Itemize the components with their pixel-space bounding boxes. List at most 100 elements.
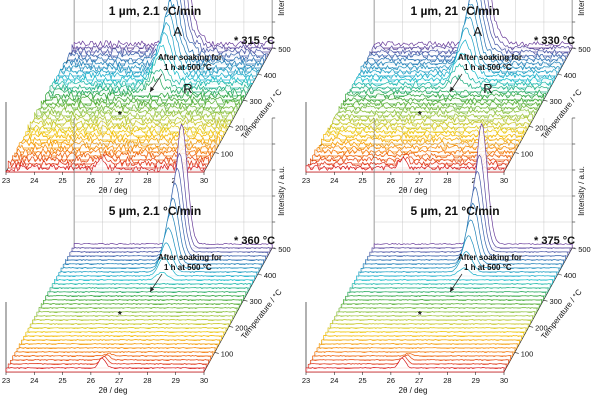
scan-line: [351, 63, 551, 89]
scan-lines: [5, 123, 273, 373]
scan-line: [16, 347, 216, 353]
z-tick-label: 300: [249, 297, 262, 306]
onset-marker-label: * 330 °C: [534, 35, 575, 47]
x-tick-label: 26: [387, 376, 395, 385]
annotation-line-1: After soaking for: [158, 53, 222, 62]
x-tick-label: 28: [143, 176, 151, 185]
scan-line: [32, 319, 231, 325]
scan-line: [349, 287, 549, 293]
x-tick-label: 30: [500, 176, 508, 185]
annotation-line-2: 1 h at 500 °C: [164, 63, 212, 72]
scan-line: [351, 283, 551, 289]
x-tick-label: 24: [30, 176, 38, 185]
x-tick-label: 28: [143, 376, 151, 385]
scan-line: [5, 357, 205, 373]
scan-line: [305, 357, 505, 373]
z-tick-label: 400: [264, 271, 277, 280]
annotation-line-1: After soaking for: [458, 253, 522, 262]
scan-line: [327, 327, 527, 333]
scan-line: [38, 104, 238, 113]
scan-line: [312, 353, 511, 361]
z-tick: [572, 47, 577, 50]
scan-line: [305, 156, 505, 173]
y-axis-label: Intensity / a.u.: [277, 166, 286, 216]
scan-line: [336, 311, 536, 317]
z-tick-label: 100: [521, 349, 534, 358]
star-marker: *: [118, 110, 122, 121]
z-tick: [229, 326, 234, 328]
z-tick: [214, 352, 219, 354]
scan-line: [36, 311, 236, 317]
z-tick-label: 400: [564, 71, 577, 80]
y-axis-label: Intensity / a.u.: [577, 0, 586, 16]
onset-marker-label: * 315 °C: [234, 35, 275, 47]
x-axis-label: 2θ / deg: [399, 386, 428, 395]
scan-line: [323, 335, 522, 341]
x-tick-label: 25: [58, 176, 66, 185]
scan-line: [27, 327, 227, 333]
z-tick: [243, 299, 248, 302]
z-tick: [272, 47, 277, 50]
scan-line: [334, 315, 533, 321]
x-tick-label: 24: [30, 376, 38, 385]
z-tick-label: 500: [578, 245, 591, 254]
scan-line: [38, 307, 238, 313]
x-tick-label: 29: [472, 376, 480, 385]
scan-line: [34, 315, 233, 321]
z-tick: [257, 273, 262, 276]
annotation-arrowhead: [150, 286, 155, 292]
z-tick: [557, 273, 562, 276]
z-tick: [557, 73, 562, 76]
scan-line: [354, 52, 553, 85]
scan-line: [354, 279, 553, 285]
scan-line: [21, 339, 220, 345]
annotation-line-2: 1 h at 500 °C: [164, 263, 212, 272]
x-tick-label: 23: [2, 376, 10, 385]
z-tick: [243, 99, 248, 102]
scan-line: [10, 354, 209, 365]
scan-line: [49, 287, 249, 293]
z-tick: [529, 126, 534, 128]
scan-lines: [5, 0, 273, 173]
annotation-arrowhead: [450, 86, 455, 92]
scan-line: [318, 343, 518, 349]
onset-marker-label: * 360 °C: [234, 235, 275, 247]
z-tick-label: 400: [264, 71, 277, 80]
scan-line: [5, 157, 205, 173]
x-tick-label: 25: [58, 376, 66, 385]
scan-line: [43, 299, 242, 305]
scan-line: [345, 295, 544, 301]
scan-line: [332, 319, 531, 325]
peak-label-rutile: R: [183, 81, 192, 96]
z-tick-label: 500: [578, 45, 591, 54]
scan-line: [29, 323, 229, 329]
z-tick: [257, 73, 262, 76]
z-tick: [272, 247, 277, 250]
z-tick: [514, 152, 519, 154]
scan-line: [323, 133, 522, 141]
x-tick-label: 25: [358, 176, 366, 185]
annotation-line-1: After soaking for: [158, 253, 222, 262]
peak-label-anatase: A: [473, 24, 482, 39]
x-axis-label: 2θ / deg: [399, 186, 428, 195]
scan-line: [47, 291, 247, 297]
z-tick-label: 300: [549, 297, 562, 306]
annotation-line-2: 1 h at 500 °C: [464, 63, 512, 72]
scan-line: [34, 112, 233, 121]
z-axis-line: [203, 247, 273, 373]
y-axis-label: Intensity / a.u.: [277, 0, 286, 16]
z-tick: [229, 126, 234, 128]
panel-title: 1 µm, 2.1 °C/min: [109, 4, 201, 18]
x-tick-label: 30: [500, 376, 508, 385]
x-tick-label: 26: [387, 176, 395, 185]
peak-label-rutile: R: [483, 81, 492, 96]
x-tick-label: 27: [415, 176, 423, 185]
scan-line: [316, 347, 516, 353]
z-tick-label: 100: [521, 149, 534, 158]
scan-line: [338, 105, 538, 113]
z-tick-label: 100: [221, 149, 234, 158]
scan-line: [14, 351, 214, 357]
x-tick-label: 27: [415, 376, 423, 385]
scan-line: [18, 343, 218, 349]
